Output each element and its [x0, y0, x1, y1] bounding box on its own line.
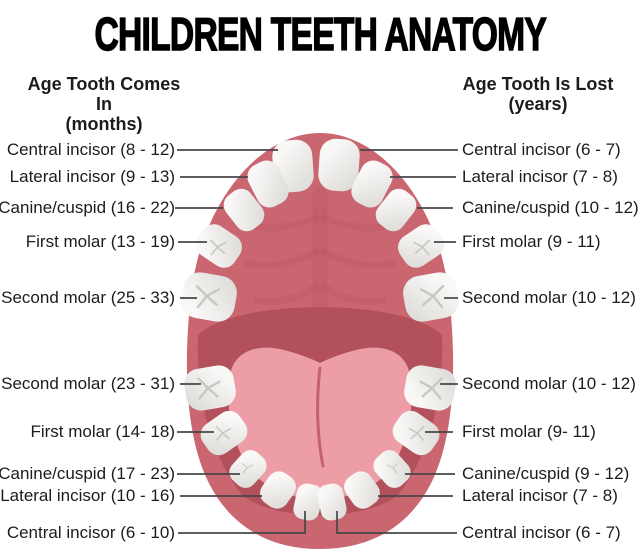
label-lost-upper-lateral-incisor: Lateral incisor (7 - 8)	[462, 167, 618, 186]
label-erupt-lower-lateral-incisor: Lateral incisor (10 - 16)	[0, 486, 175, 505]
right-column-heading: Age Tooth Is Lost (years)	[454, 74, 622, 114]
tooth-upper-lateral-incisor-left	[247, 160, 289, 208]
tooth-lower-central-incisor-left	[293, 483, 323, 521]
label-lost-upper-first-molar: First molar (9 - 11)	[462, 232, 601, 251]
palate-ruga-left-1	[248, 214, 320, 232]
tooth-crack-upper-second-molar-right	[419, 284, 445, 309]
tooth-crack-upper-first-molar-left	[209, 239, 227, 256]
palate-ruga-right-3	[320, 283, 388, 305]
tongue	[228, 347, 412, 499]
label-lost-lower-lateral-incisor: Lateral incisor (7 - 8)	[462, 486, 618, 505]
label-lost-lower-second-molar: Second molar (10 - 12)	[462, 374, 636, 393]
tooth-crack-lower-first-molar-right	[408, 425, 425, 441]
label-lost-lower-canine: Canine/cuspid (9 - 12)	[462, 464, 630, 483]
label-lost-upper-central-incisor: Central incisor (6 - 7)	[462, 140, 621, 159]
label-erupt-lower-second-molar: Second molar (23 - 31)	[1, 374, 175, 393]
page-title: CHILDREN TEETH ANATOMY	[94, 7, 547, 60]
right-heading-text: Age Tooth Is Lost	[462, 74, 614, 94]
palate-ruga-right-2	[320, 248, 396, 269]
tooth-lower-canine-right	[373, 450, 411, 488]
label-erupt-lower-central-incisor: Central incisor (6 - 10)	[6, 523, 175, 542]
tooth-crack-lower-second-molar-left	[197, 377, 221, 400]
tooth-lower-lateral-incisor-left	[260, 471, 296, 509]
left-heading-text: Age Tooth Comes In	[27, 74, 181, 114]
title-bar: CHILDREN TEETH ANATOMY	[0, 7, 640, 60]
tooth-upper-lateral-incisor-right	[351, 160, 393, 208]
leader-right-lower-central-incisor	[336, 511, 457, 534]
tooth-crack-lower-first-molar-left	[215, 425, 232, 441]
label-erupt-upper-lateral-incisor: Lateral incisor (9 - 13)	[9, 167, 175, 186]
tooth-lower-lateral-incisor-right	[344, 471, 380, 509]
right-heading-unit: (years)	[508, 94, 568, 114]
leader-left-lower-central-incisor	[178, 511, 306, 534]
tooth-lower-central-incisor-right	[317, 483, 347, 521]
tooth-crack-lower-canine-left	[241, 462, 254, 474]
tooth-upper-canine-right	[375, 188, 417, 232]
label-erupt-upper-first-molar: First molar (13 - 19)	[25, 232, 175, 251]
tooth-crack-lower-canine-right	[386, 462, 399, 474]
tooth-crack-upper-first-molar-right	[413, 239, 431, 256]
tooth-upper-canine-left	[223, 188, 265, 232]
label-erupt-upper-second-molar: Second molar (25 - 33)	[1, 288, 175, 307]
label-erupt-upper-central-incisor: Central incisor (8 - 12)	[6, 140, 175, 159]
label-lost-upper-canine: Canine/cuspid (10 - 12)	[462, 198, 639, 217]
tooth-upper-central-incisor-right	[318, 138, 360, 192]
label-erupt-upper-canine: Canine/cuspid (16 - 22)	[0, 198, 175, 217]
tooth-crack-lower-second-molar-right	[419, 377, 443, 400]
label-erupt-lower-first-molar: First molar (14- 18)	[30, 422, 175, 441]
palate-ruga-left-3	[252, 283, 320, 305]
tongue-crease	[316, 366, 325, 468]
tooth-crack-upper-second-molar-left	[195, 284, 221, 309]
palate-ruga-right-1	[320, 214, 392, 232]
label-erupt-lower-canine: Canine/cuspid (17 - 23)	[0, 464, 175, 483]
label-lost-lower-central-incisor: Central incisor (6 - 7)	[462, 523, 621, 542]
palate-ruga-left-2	[244, 248, 320, 269]
left-column-heading: Age Tooth Comes In (months)	[20, 74, 188, 134]
label-lost-upper-second-molar: Second molar (10 - 12)	[462, 288, 636, 307]
tooth-lower-canine-left	[229, 450, 267, 488]
label-lost-lower-first-molar: First molar (9- 11)	[462, 422, 596, 441]
left-heading-unit: (months)	[65, 114, 143, 134]
